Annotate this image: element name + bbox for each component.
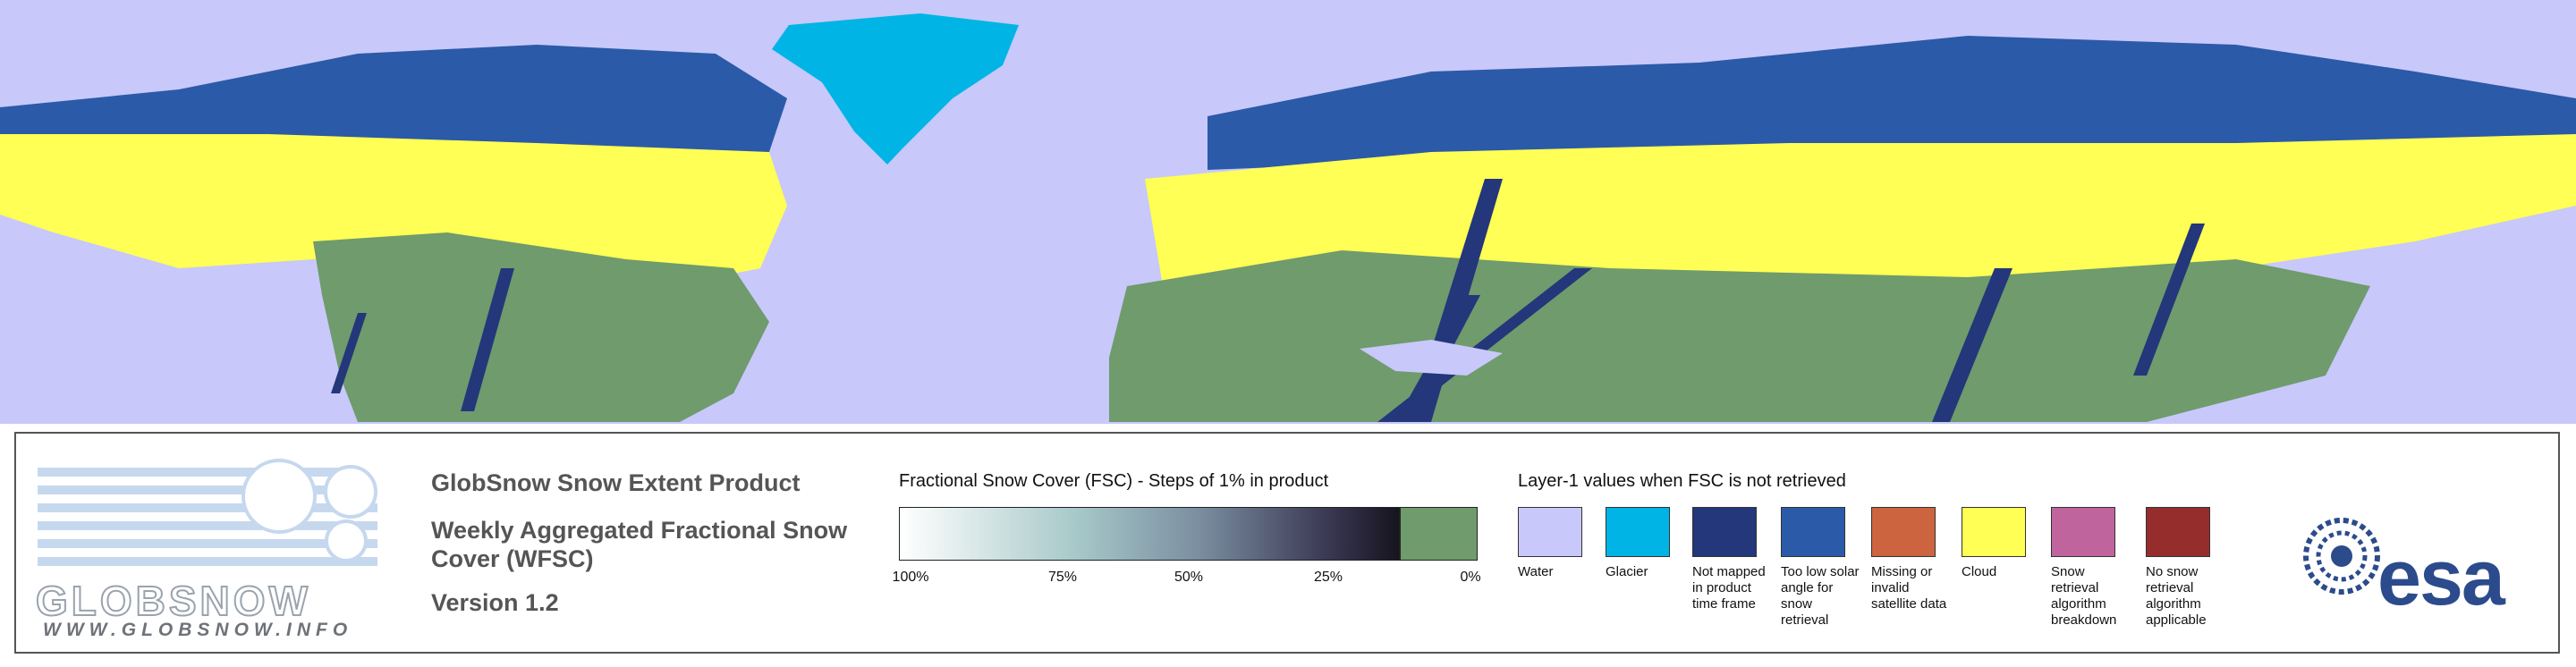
- fsc-tick-label: 100%: [892, 570, 929, 585]
- legend-swatch: [1692, 507, 1757, 557]
- product-version: Version 1.2: [431, 589, 559, 616]
- na-land: [313, 232, 769, 422]
- legend-item: Too low solar angle for snow retrieval: [1781, 507, 1863, 629]
- fsc-tick-label: 75%: [1047, 570, 1078, 585]
- legend-item: Snow retrieval algorithm breakdown: [2051, 507, 2133, 629]
- legend-item: Not mapped in product time frame: [1692, 507, 1775, 612]
- greenland: [772, 13, 1019, 165]
- legend-item: No snow retrieval algorithm applicable: [2146, 507, 2228, 629]
- legend-panel: GLOBSNOW WWW.GLOBSNOW.INFO GlobSnow Snow…: [14, 432, 2560, 654]
- eurasia-arctic: [1208, 36, 2576, 170]
- legend-label: Missing or invalid satellite data: [1871, 564, 1947, 612]
- fsc-tick-label: 25%: [1313, 570, 1343, 585]
- legend-item: Missing or invalid satellite data: [1871, 507, 1953, 612]
- esa-emblem: [2303, 518, 2380, 595]
- eurasia-cloud: [1145, 134, 2576, 295]
- fsc-gradient: [899, 507, 1400, 561]
- fsc-tick-label: 0%: [1460, 570, 1481, 585]
- esa-logo: esa: [2377, 533, 2505, 621]
- legend-item: Cloud: [1962, 507, 2044, 580]
- legend-swatch: [1871, 507, 1936, 557]
- fsc-title: Fractional Snow Cover (FSC) - Steps of 1…: [899, 471, 1329, 491]
- legend-label: Snow retrieval algorithm breakdown: [2051, 564, 2117, 628]
- legend-label: Cloud: [1962, 564, 1997, 579]
- legend-swatch: [1518, 507, 1582, 557]
- legend-swatch: [2146, 507, 2210, 557]
- fsc-tick-label: 50%: [1174, 570, 1204, 585]
- logo-name: GLOBSNOW: [35, 577, 311, 625]
- legend-item: Water: [1518, 507, 1600, 580]
- logo-url: WWW.GLOBSNOW.INFO: [43, 620, 353, 640]
- legend-swatch: [1781, 507, 1845, 557]
- legend-label: Glacier: [1606, 564, 1648, 579]
- logo-graphic: [38, 459, 377, 566]
- product-subtitle: Weekly Aggregated Fractional Snow Cover …: [431, 517, 848, 572]
- legend-swatch: [2051, 507, 2115, 557]
- fsc-zero-box: [1400, 507, 1478, 561]
- gap-stripe: [2133, 224, 2205, 376]
- legend-label: Not mapped in product time frame: [1692, 564, 1766, 612]
- gap-stripe: [461, 268, 514, 411]
- legend-item: Glacier: [1606, 507, 1688, 580]
- legend-label: Too low solar angle for snow retrieval: [1781, 564, 1860, 628]
- gap-stripe: [331, 313, 367, 393]
- legend-label: Water: [1518, 564, 1554, 579]
- gap-stripe: [1932, 268, 2012, 422]
- layer1-title: Layer-1 values when FSC is not retrieved: [1518, 471, 1846, 491]
- africa-water: [1360, 340, 1503, 376]
- legend-swatch: [1606, 507, 1670, 557]
- na-arctic: [0, 45, 787, 161]
- legend-label: No snow retrieval algorithm applicable: [2146, 564, 2207, 628]
- product-title: GlobSnow Snow Extent Product: [431, 469, 801, 496]
- legend-swatch: [1962, 507, 2026, 557]
- snow-map: [0, 0, 2576, 424]
